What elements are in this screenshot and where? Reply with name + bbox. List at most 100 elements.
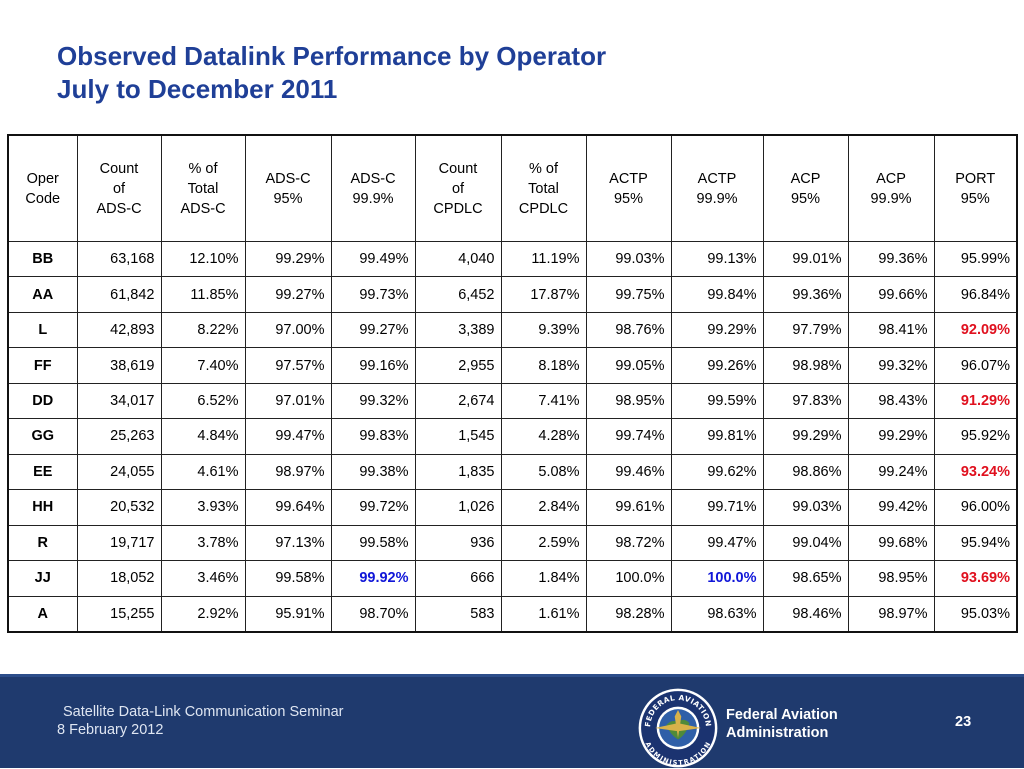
table-cell: 95.99%: [933, 240, 1018, 278]
operator-code-cell: DD: [7, 382, 78, 420]
column-header-line: ACTP: [697, 170, 737, 187]
table-cell: 99.74%: [585, 418, 672, 455]
table-cell: 99.36%: [762, 276, 849, 313]
column-header-line: of: [451, 180, 465, 197]
table-cell: 99.05%: [585, 347, 672, 384]
table-cell: 97.00%: [244, 311, 332, 349]
column-header: ACTP 95%: [585, 134, 672, 242]
column-header-line: Total: [528, 180, 559, 197]
table-cell: 2,955: [414, 347, 502, 384]
table-cell: 8.18%: [500, 347, 587, 384]
column-header: Count of CPDLC: [414, 134, 502, 242]
table-cell: 99.27%: [330, 311, 416, 349]
table-cell: 17.87%: [500, 276, 587, 313]
column-header: ADS-C 99.9%: [330, 134, 416, 242]
table-cell: 98.63%: [670, 595, 764, 633]
table-cell: 99.92%: [330, 560, 416, 597]
table-row: L 42,893 8.22% 97.00% 99.27% 3,389 9.39% 98.76%…: [7, 311, 1018, 349]
table-cell: 666: [414, 560, 502, 597]
table-cell: 1,026: [414, 489, 502, 526]
table-cell: 3,389: [414, 311, 502, 349]
table-cell: 4.84%: [160, 418, 246, 455]
table-cell: 98.72%: [585, 524, 672, 562]
table-cell: 936: [414, 524, 502, 562]
table-cell: 4,040: [414, 240, 502, 278]
table-cell: 19,717: [76, 524, 162, 562]
table-cell: 98.46%: [762, 595, 849, 633]
table-cell: 24,055: [76, 453, 162, 491]
table-cell: 3.78%: [160, 524, 246, 562]
table-cell: 3.93%: [160, 489, 246, 526]
seminar-info: Satellite Data-Link Communication Semina…: [57, 703, 343, 739]
column-header: PORT 95%: [933, 134, 1018, 242]
operator-code-cell: R: [7, 524, 78, 562]
column-header-line: Count: [99, 160, 139, 177]
faa-seal-icon: FEDERAL AVIATION ADMINISTRATION: [638, 688, 718, 768]
column-header-line: Total: [187, 180, 219, 197]
table-cell: 99.68%: [847, 524, 935, 562]
column-header: ACP 99.9%: [847, 134, 935, 242]
table-cell: 95.94%: [933, 524, 1018, 562]
table-cell: 61,842: [76, 276, 162, 313]
column-header-line: 95%: [273, 190, 303, 207]
table-cell: 99.72%: [330, 489, 416, 526]
table-cell: 18,052: [76, 560, 162, 597]
operator-code-cell: AA: [7, 276, 78, 313]
table-cell: 98.76%: [585, 311, 672, 349]
table-cell: 98.97%: [847, 595, 935, 633]
column-header-line: Code: [25, 190, 61, 207]
column-header-line: % of: [528, 160, 558, 177]
footer-divider: [0, 674, 1024, 677]
table-row: HH 20,532 3.93% 99.64% 99.72% 1,026 2.84% 99.61…: [7, 489, 1018, 526]
table-cell: 97.13%: [244, 524, 332, 562]
table-cell: 99.24%: [847, 453, 935, 491]
agency-line-2: Administration: [726, 725, 829, 741]
column-header-line: 99.9%: [870, 190, 912, 207]
column-header: ACP 95%: [762, 134, 849, 242]
column-header: ADS-C 95%: [244, 134, 332, 242]
table-cell: 99.73%: [330, 276, 416, 313]
table-cell: 2.59%: [500, 524, 587, 562]
table-cell: 7.41%: [500, 382, 587, 420]
table-cell: 99.47%: [244, 418, 332, 455]
column-header-line: 95%: [613, 190, 644, 207]
table-cell: 99.29%: [762, 418, 849, 455]
table-cell: 99.26%: [670, 347, 764, 384]
column-header-line: Oper: [26, 170, 59, 187]
table-cell: 98.70%: [330, 595, 416, 633]
table-cell: 99.83%: [330, 418, 416, 455]
table-cell: 99.13%: [670, 240, 764, 278]
column-header-line: Count: [438, 160, 478, 177]
column-header-line: ACP: [790, 170, 821, 187]
table-cell: 99.58%: [244, 560, 332, 597]
operator-code-cell: EE: [7, 453, 78, 491]
table-cell: 11.85%: [160, 276, 246, 313]
table-cell: 99.29%: [847, 418, 935, 455]
column-header: Count of ADS-C: [76, 134, 162, 242]
table-cell: 4.61%: [160, 453, 246, 491]
operator-code-cell: JJ: [7, 560, 78, 597]
table-cell: 97.01%: [244, 382, 332, 420]
table-cell: 38,619: [76, 347, 162, 384]
table-cell: 583: [414, 595, 502, 633]
table-row: AA 61,842 11.85% 99.27% 99.73% 6,452 17.87% 99.…: [7, 276, 1018, 313]
column-header-line: ADS-C: [96, 200, 142, 217]
table-cell: 6.52%: [160, 382, 246, 420]
table-cell: 99.81%: [670, 418, 764, 455]
column-header-line: ADS-C: [180, 200, 226, 217]
column-header-line: 95%: [790, 190, 821, 207]
table-cell: 99.62%: [670, 453, 764, 491]
operator-code-cell: GG: [7, 418, 78, 455]
table-cell: 99.64%: [244, 489, 332, 526]
table-cell: 98.65%: [762, 560, 849, 597]
column-header: % of Total ADS-C: [160, 134, 246, 242]
table-cell: 98.28%: [585, 595, 672, 633]
column-header-line: CPDLC: [433, 200, 483, 217]
column-header-line: 99.9%: [696, 190, 738, 207]
table-cell: 99.27%: [244, 276, 332, 313]
table-cell: 7.40%: [160, 347, 246, 384]
page-title: Observed Datalink Performance by Operato…: [57, 40, 606, 106]
table-row: JJ 18,052 3.46% 99.58% 99.92% 666 1.84% 100.0% 1…: [7, 560, 1018, 597]
table-cell: 99.84%: [670, 276, 764, 313]
operator-performance-table: Oper Code Count of ADS-C % of Total ADS-C ADS-C 9…: [7, 134, 1018, 633]
